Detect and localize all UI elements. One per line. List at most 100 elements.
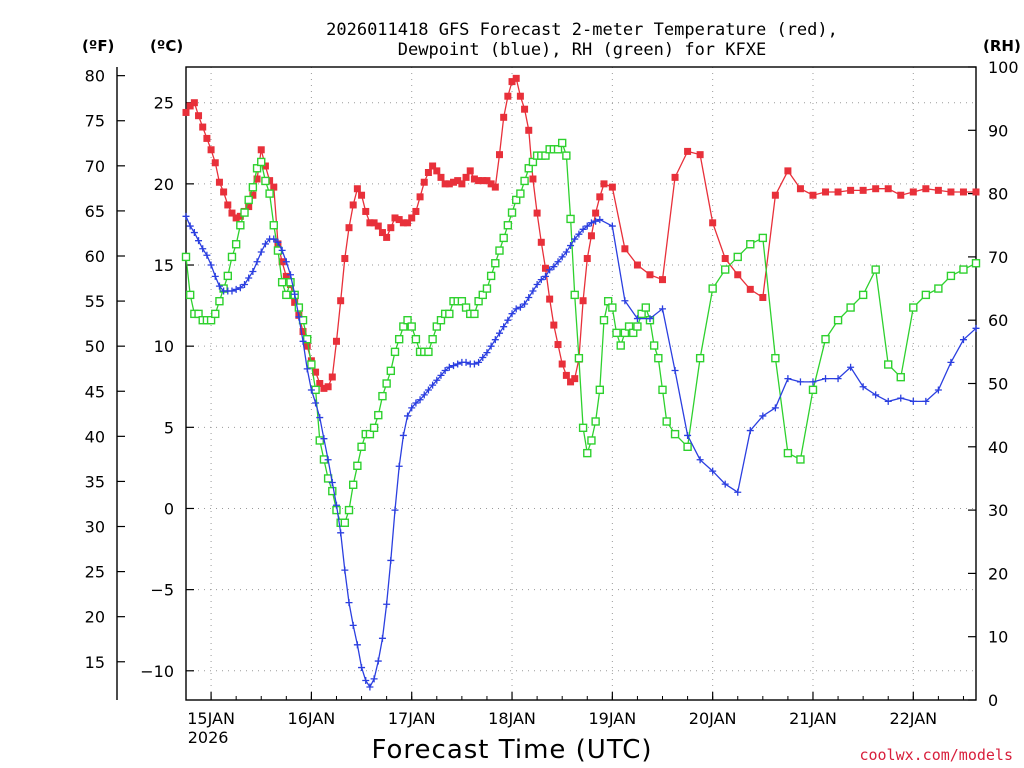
temperature-point <box>529 175 537 183</box>
temperature-point <box>349 201 357 209</box>
dewpoint-point <box>567 242 575 250</box>
dewpoint-point <box>324 456 332 464</box>
dewpoint-point <box>495 329 503 337</box>
temperature-point <box>558 360 566 368</box>
rh-point <box>662 417 671 426</box>
rh-point <box>286 278 295 287</box>
temperature-point <box>847 186 855 194</box>
temperature-point <box>709 219 717 227</box>
rh-point <box>491 259 500 268</box>
rh-point <box>796 455 805 464</box>
dewpoint-point <box>450 362 458 370</box>
dewpoint-point <box>299 337 307 345</box>
temperature-point <box>562 371 570 379</box>
rh-point <box>261 176 270 186</box>
temperature-point <box>429 162 437 170</box>
dewpoint-point <box>291 290 299 298</box>
dewpoint-point <box>195 237 203 245</box>
temperature-point <box>316 380 324 387</box>
rh-tick-label: 10 <box>988 628 1008 647</box>
temperature-series <box>182 74 980 392</box>
dewpoint-point <box>516 303 524 311</box>
dewpoint-point <box>353 641 361 649</box>
rh-point <box>315 436 324 445</box>
temperature-point <box>253 175 261 183</box>
dewpoint-point <box>362 677 370 685</box>
temperature-point <box>600 180 608 188</box>
fahrenheit-tick-label: 75 <box>85 112 105 131</box>
dewpoint-point <box>621 297 629 305</box>
temperature-point <box>822 188 830 196</box>
temperature-point <box>462 173 470 181</box>
dewpoint-point <box>433 376 441 384</box>
dewpoint-point <box>834 375 842 383</box>
dewpoint-point <box>307 386 315 394</box>
dewpoint-point <box>972 324 980 332</box>
temperature-point <box>232 214 240 222</box>
temperature-point <box>608 183 616 191</box>
celsius-tick-label: −5 <box>150 581 174 600</box>
dewpoint-point <box>320 435 328 443</box>
rh-point <box>599 316 609 325</box>
rh-point <box>608 303 617 312</box>
rh-point <box>386 366 396 376</box>
dewpoint-point <box>696 456 704 464</box>
dewpoint-point <box>525 293 533 301</box>
fahrenheit-tick-label: 60 <box>85 247 105 266</box>
credit-link[interactable]: coolwx.com/models <box>859 746 1013 764</box>
rh-point <box>670 429 680 439</box>
dewpoint-point <box>383 600 391 608</box>
temperature-point <box>399 219 407 227</box>
rh-point <box>557 138 567 148</box>
temperature-point <box>872 185 880 193</box>
temperature-point <box>249 191 257 199</box>
x-tick-label: 18JAN <box>488 709 536 728</box>
dewpoint-point <box>282 258 290 266</box>
rh-point <box>369 423 379 433</box>
temperature-point <box>525 126 533 134</box>
temperature-point <box>353 185 361 193</box>
rh-point <box>721 265 730 274</box>
temperature-point <box>328 373 336 381</box>
dewpoint-point <box>378 634 386 642</box>
dewpoint-point <box>554 258 562 266</box>
temperature-point <box>207 146 215 154</box>
temperature-point <box>483 177 491 185</box>
temperature-point <box>186 102 194 110</box>
rh-unit-label: (RH) <box>983 37 1021 55</box>
dewpoint-point <box>387 556 395 564</box>
temperature-point <box>299 328 307 336</box>
dewpoint-point <box>909 397 917 405</box>
temperature-point <box>220 188 228 196</box>
rh-tick-label: 60 <box>988 311 1008 330</box>
rh-point <box>583 448 592 458</box>
rh-point <box>934 284 943 293</box>
dewpoint-point <box>470 360 478 368</box>
dewpoint-point <box>550 263 558 271</box>
rh-point <box>394 334 404 344</box>
dewpoint-point <box>475 358 483 366</box>
dewpoint-point <box>253 258 261 266</box>
rh-point <box>871 265 880 274</box>
temperature-point <box>859 186 867 194</box>
temperature-point <box>579 297 587 305</box>
temperature-point <box>500 113 508 121</box>
temperature-point <box>391 214 399 222</box>
rh-point <box>307 360 316 369</box>
temperature-point <box>796 185 804 193</box>
dewpoint-point <box>541 272 549 280</box>
temperature-point <box>345 224 353 232</box>
dewpoint-point <box>537 276 545 284</box>
dewpoint-point <box>399 431 407 439</box>
rh-tick-label: 70 <box>988 248 1008 267</box>
temperature-point <box>491 183 499 191</box>
rh-point <box>654 353 663 363</box>
temperature-point <box>395 216 403 224</box>
temperature-point <box>437 173 445 181</box>
rh-point <box>520 176 529 186</box>
dewpoint-point <box>533 280 541 288</box>
dewpoint-point <box>395 462 403 470</box>
temperature-point <box>596 193 604 201</box>
dewpoint-point <box>571 235 579 243</box>
